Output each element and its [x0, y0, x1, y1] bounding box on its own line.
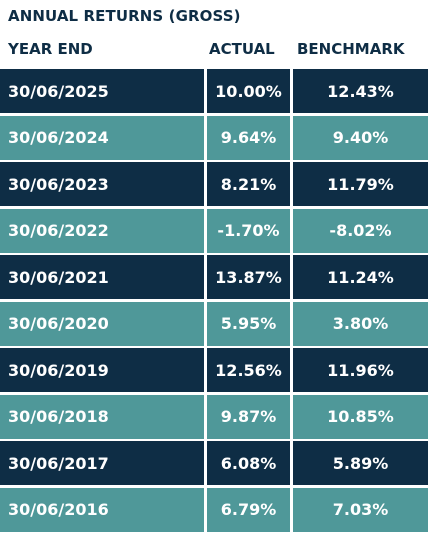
actual-return-cell: 6.79% — [207, 487, 290, 532]
actual-return-cell: 6.08% — [207, 441, 290, 485]
benchmark-return-cell: 11.79% — [293, 162, 428, 206]
actual-return-cell: 13.87% — [207, 255, 290, 299]
table-title: ANNUAL RETURNS (GROSS) — [8, 7, 241, 25]
table-row: 30/06/2021 13.87% 11.24% — [0, 255, 428, 299]
table-body: 30/06/2025 10.00% 12.43% 30/06/2024 9.64… — [0, 69, 428, 534]
actual-return-cell: 9.87% — [207, 394, 290, 439]
benchmark-return-cell: 12.43% — [293, 69, 428, 113]
table-row: 30/06/2023 8.21% 11.79% — [0, 162, 428, 206]
benchmark-return-cell: 10.85% — [293, 394, 428, 439]
actual-return-cell: 9.64% — [207, 115, 290, 160]
benchmark-return-cell: 7.03% — [293, 487, 428, 532]
table-row: 30/06/2020 5.95% 3.80% — [0, 301, 428, 346]
actual-return-cell: 12.56% — [207, 348, 290, 392]
year-end-cell: 30/06/2017 — [0, 441, 204, 485]
benchmark-return-cell: 9.40% — [293, 115, 428, 160]
column-header-year-end: YEAR END — [8, 40, 93, 58]
table-row: 30/06/2022 -1.70% -8.02% — [0, 208, 428, 253]
table-row: 30/06/2016 6.79% 7.03% — [0, 487, 428, 532]
benchmark-return-cell: -8.02% — [293, 208, 428, 253]
benchmark-return-cell: 3.80% — [293, 301, 428, 346]
column-header-actual: ACTUAL — [209, 40, 275, 58]
table-row: 30/06/2018 9.87% 10.85% — [0, 394, 428, 439]
table-row: 30/06/2017 6.08% 5.89% — [0, 441, 428, 485]
actual-return-cell: 5.95% — [207, 301, 290, 346]
year-end-cell: 30/06/2023 — [0, 162, 204, 206]
actual-return-cell: -1.70% — [207, 208, 290, 253]
year-end-cell: 30/06/2021 — [0, 255, 204, 299]
table-row: 30/06/2019 12.56% 11.96% — [0, 348, 428, 392]
year-end-cell: 30/06/2019 — [0, 348, 204, 392]
actual-return-cell: 8.21% — [207, 162, 290, 206]
benchmark-return-cell: 5.89% — [293, 441, 428, 485]
year-end-cell: 30/06/2025 — [0, 69, 204, 113]
table-row: 30/06/2025 10.00% 12.43% — [0, 69, 428, 113]
year-end-cell: 30/06/2018 — [0, 394, 204, 439]
year-end-cell: 30/06/2020 — [0, 301, 204, 346]
year-end-cell: 30/06/2016 — [0, 487, 204, 532]
year-end-cell: 30/06/2024 — [0, 115, 204, 160]
benchmark-return-cell: 11.96% — [293, 348, 428, 392]
year-end-cell: 30/06/2022 — [0, 208, 204, 253]
table-row: 30/06/2024 9.64% 9.40% — [0, 115, 428, 160]
benchmark-return-cell: 11.24% — [293, 255, 428, 299]
table-header: YEAR END ACTUAL BENCHMARK — [0, 40, 428, 60]
column-header-benchmark: BENCHMARK — [297, 40, 405, 58]
actual-return-cell: 10.00% — [207, 69, 290, 113]
